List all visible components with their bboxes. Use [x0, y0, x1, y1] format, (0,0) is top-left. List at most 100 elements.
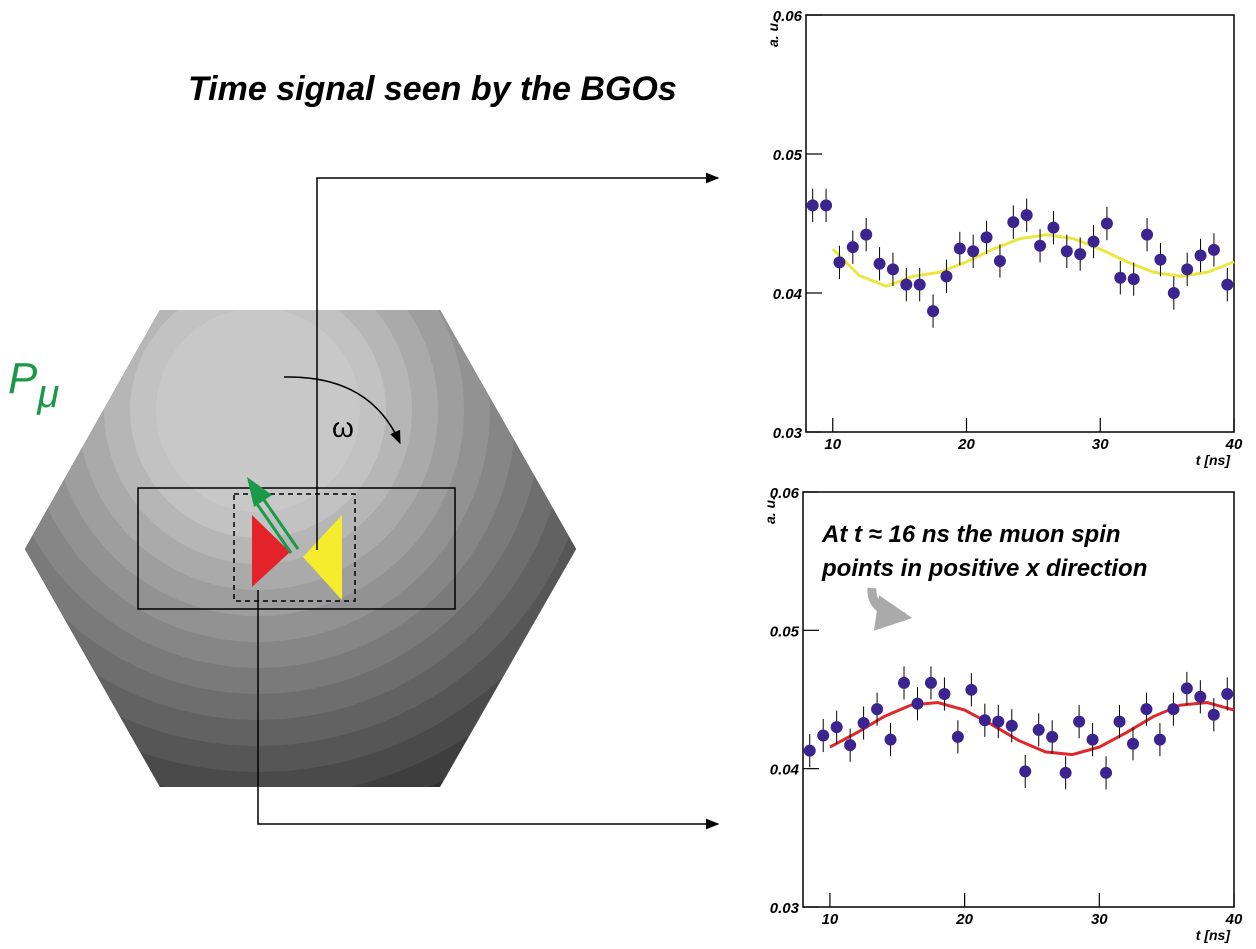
x-tick-label: 10 [824, 436, 841, 453]
polarization-label: Pμ [8, 354, 59, 416]
annotation: points in positive x direction [821, 555, 1147, 582]
plot-frame [802, 491, 1235, 908]
data-point [817, 729, 830, 742]
data-point [820, 199, 833, 212]
x-tick-label: 40 [1225, 911, 1243, 928]
y-tick-label: 0.06 [770, 485, 800, 502]
data-point [1019, 765, 1032, 778]
y-axis-label: a. u. [765, 19, 781, 47]
data-point [1100, 766, 1113, 779]
data-point [1180, 682, 1193, 695]
data-point [1127, 273, 1140, 286]
data-point [1100, 217, 1113, 230]
data-point [1005, 719, 1018, 732]
data-point [913, 278, 926, 291]
plot-frame [805, 14, 1235, 433]
data-point [1059, 766, 1072, 779]
data-point [1073, 715, 1086, 728]
data-point [1020, 209, 1033, 222]
ring [156, 310, 360, 512]
data-point [803, 744, 816, 757]
data-point [992, 715, 1005, 728]
data-point [1046, 730, 1059, 743]
data-point [967, 245, 980, 258]
detector-box [137, 487, 456, 610]
x-tick-label: 40 [1225, 436, 1243, 453]
data-point [924, 676, 937, 689]
data-point [1007, 216, 1020, 229]
y-tick-label: 0.04 [773, 286, 803, 303]
data-point [1153, 733, 1166, 746]
data-point [1087, 235, 1100, 248]
data-point [980, 231, 993, 244]
data-point [1207, 708, 1220, 721]
data-point [911, 697, 924, 710]
data-point [871, 703, 884, 716]
data-point [1167, 703, 1180, 716]
data-point [927, 305, 940, 318]
y-tick-label: 0.03 [770, 900, 800, 917]
bgo-hexagon [25, 310, 576, 787]
annotation-arrow [867, 587, 913, 631]
data-point [951, 730, 964, 743]
data-point [1167, 287, 1180, 299]
fit-curve [829, 701, 1235, 757]
data-point [965, 683, 978, 696]
yellow-detector [303, 515, 342, 600]
data-point [1032, 723, 1045, 736]
spin-arrow [247, 477, 300, 554]
data-point [898, 676, 911, 689]
target-box [233, 493, 356, 602]
data-point [978, 714, 991, 727]
data-point [993, 255, 1006, 268]
data-point [1221, 278, 1234, 291]
data-point [953, 242, 966, 255]
x-tick-label: 20 [955, 911, 973, 928]
data-point [900, 278, 913, 291]
x-tick-label: 20 [957, 436, 975, 453]
data-point [1221, 687, 1234, 700]
data-point [1181, 263, 1194, 276]
x-tick-label: 30 [1091, 911, 1108, 928]
y-tick-label: 0.06 [773, 8, 803, 25]
y-axis-label: a. u. [762, 496, 778, 524]
data-point [884, 733, 897, 746]
y-tick-label: 0.05 [773, 147, 803, 164]
y-tick-label: 0.03 [773, 425, 803, 442]
data-point [1194, 690, 1207, 703]
x-tick-label: 10 [822, 911, 839, 928]
data-point [844, 739, 857, 752]
data-point [886, 263, 899, 276]
omega-label: ω [332, 412, 354, 443]
data-point [1074, 248, 1087, 261]
data-point [1086, 733, 1099, 746]
data-point [833, 256, 846, 269]
data-point [846, 241, 859, 254]
data-point [1047, 221, 1060, 234]
data-point [1060, 245, 1073, 258]
data-point [1194, 249, 1207, 262]
y-tick-label: 0.04 [770, 762, 800, 779]
annotation: At t ≈ 16 ns the muon spin [821, 521, 1121, 548]
data-point [940, 270, 953, 283]
data-point [1034, 239, 1047, 252]
data-point [857, 717, 870, 730]
connector-bottom [257, 590, 720, 830]
polarization-subscript: μ [36, 372, 59, 416]
data-point [1114, 271, 1127, 284]
data-point [860, 228, 873, 241]
polarization-symbol: P [8, 354, 38, 403]
connector-top [316, 172, 720, 550]
x-axis-label: t [ns] [1196, 927, 1232, 943]
data-point [830, 721, 843, 734]
data-point [1126, 737, 1139, 750]
figure-title: Time signal seen by the BGOs [188, 70, 677, 108]
red-detector [252, 515, 290, 587]
data-point [1207, 243, 1220, 256]
y-tick-label: 0.05 [770, 623, 800, 640]
data-point [873, 257, 886, 270]
x-tick-label: 30 [1092, 436, 1109, 453]
data-point [1154, 253, 1167, 266]
data-point [1141, 228, 1154, 241]
